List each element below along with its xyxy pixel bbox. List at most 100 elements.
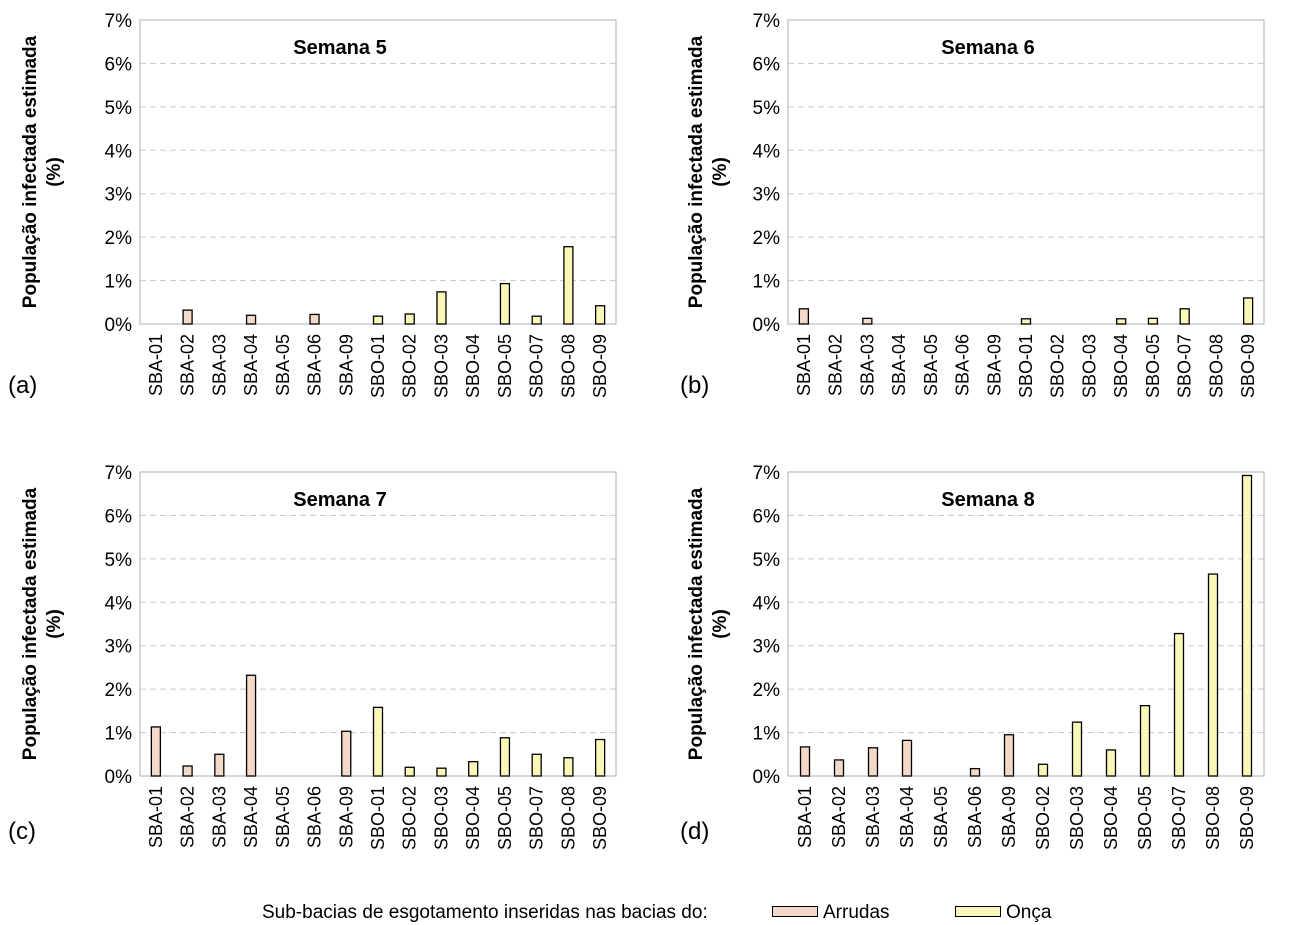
x-tick-label: SBO-01: [368, 786, 388, 850]
bar-sba-01: [799, 746, 811, 777]
bar-sba-04: [245, 314, 257, 325]
x-tick-label: SBO-03: [431, 786, 451, 850]
bar-sbo-05: [1139, 704, 1151, 777]
y-tick-label: 5%: [753, 550, 781, 571]
y-tick-label: 5%: [105, 98, 133, 119]
legend-caption: Sub-bacias de esgotamento inseridas nas …: [262, 902, 708, 923]
bar-sba-06: [969, 767, 981, 777]
bar-sbo-07: [1179, 308, 1190, 325]
x-tick-label: SBA-02: [178, 786, 198, 848]
bar-sbo-09: [1242, 297, 1254, 325]
bar-sbo-05: [499, 737, 511, 777]
bar-sbo-07: [531, 753, 542, 777]
bar-sba-04: [245, 674, 257, 777]
y-tick-label: 4%: [753, 593, 781, 614]
y-tick-label: 2%: [753, 680, 781, 701]
y-tick-label: 1%: [105, 272, 133, 293]
bar-sba-06: [309, 313, 320, 325]
y-tick-label: 1%: [753, 724, 781, 745]
bar-sbo-03: [1071, 721, 1083, 777]
x-tick-label: SBA-02: [178, 334, 198, 396]
x-tick-label: SBA-02: [826, 334, 846, 396]
bar-sbo-03: [436, 291, 447, 325]
y-tick-label: 2%: [753, 228, 781, 249]
x-tick-label: SBO-04: [1101, 786, 1121, 850]
y-tick-label: 6%: [105, 506, 133, 527]
x-tick-label: SBA-09: [999, 786, 1019, 848]
bar-sba-01: [150, 726, 162, 777]
y-tick-label: 0%: [753, 315, 781, 336]
plot-frame: [139, 19, 617, 325]
svg-text:População infectada estimada: População infectada estimada: [20, 35, 41, 308]
bar-sba-01: [798, 308, 810, 325]
x-tick-label: SBO-03: [1067, 786, 1087, 850]
y-tick-label: 0%: [753, 767, 781, 788]
svg-text:População infectada estimada: População infectada estimada: [686, 487, 707, 760]
y-tick-label: 4%: [105, 593, 133, 614]
x-tick-label: SBA-09: [336, 334, 356, 396]
x-tick-label: SBA-06: [305, 334, 325, 396]
x-tick-label: SBA-04: [241, 334, 261, 396]
y-tick-label: 2%: [105, 228, 133, 249]
x-tick-label: SBA-05: [273, 786, 293, 848]
legend-swatch-arrudas: [772, 906, 818, 917]
plot-frame: [787, 471, 1265, 777]
bar-sbo-02: [404, 766, 415, 777]
bar-sbo-02: [1037, 763, 1049, 777]
bar-sba-09: [341, 730, 352, 777]
x-tick-label: SBO-04: [463, 334, 483, 398]
x-tick-label: SBA-01: [795, 786, 815, 848]
bar-sba-02: [182, 309, 193, 325]
bar-sbo-04: [1105, 749, 1117, 777]
y-tick-label: 1%: [753, 272, 781, 293]
x-tick-label: SBA-03: [857, 334, 877, 396]
chart-title: Semana 6: [941, 37, 1034, 59]
x-tick-label: SBA-04: [889, 334, 909, 396]
x-tick-label: SBA-05: [921, 334, 941, 396]
chart-title: Semana 8: [941, 489, 1034, 511]
x-tick-label: SBO-01: [368, 334, 388, 398]
chart-panel-c: 0% 1% 2% 3% 4% 5% 6% 7% SBA-01 SBA-02 SBA-03 SBA-04…: [20, 463, 617, 850]
y-tick-label: 7%: [105, 11, 133, 32]
bar-sbo-08: [563, 757, 574, 777]
bar-sba-09: [1003, 734, 1015, 777]
x-tick-label: SBO-04: [1111, 334, 1131, 398]
x-tick-label: SBO-08: [558, 786, 578, 850]
bar-sbo-09: [594, 305, 606, 325]
chart-title: Semana 7: [293, 489, 386, 511]
x-tick-label: SBO-05: [1143, 334, 1163, 398]
x-tick-label: SBO-02: [400, 334, 420, 398]
y-tick-label: 4%: [105, 141, 133, 162]
x-tick-label: SBA-09: [336, 786, 356, 848]
x-tick-label: SBO-05: [495, 786, 515, 850]
x-tick-label: SBA-04: [897, 786, 917, 848]
x-tick-label: SBO-08: [558, 334, 578, 398]
panel-letter-d: (d): [680, 818, 710, 845]
bar-sbo-07: [1173, 632, 1185, 777]
svg-text:(%): (%): [710, 609, 731, 639]
legend-label-onca: Onça: [1006, 902, 1052, 923]
x-tick-label: SBA-02: [829, 786, 849, 848]
x-tick-label: SBO-08: [1203, 786, 1223, 850]
x-tick-label: SBA-06: [965, 786, 985, 848]
bar-sbo-05: [499, 282, 511, 325]
panel-letter-c: (c): [8, 818, 36, 845]
panel-letter-b: (b): [680, 372, 710, 399]
x-tick-label: SBO-07: [1175, 334, 1195, 398]
chart-title: Semana 5: [293, 37, 386, 59]
bar-sbo-01: [372, 315, 384, 325]
x-tick-label: SBO-09: [1237, 786, 1257, 850]
svg-text:(%): (%): [44, 609, 65, 639]
x-tick-label: SBA-05: [931, 786, 951, 848]
legend: Sub-bacias de esgotamento inseridas nas …: [0, 898, 1297, 924]
y-axis-label: População infectada estimada (%): [20, 35, 65, 308]
y-tick-label: 3%: [753, 637, 781, 658]
bar-sbo-02: [404, 313, 415, 325]
bar-sbo-08: [1207, 573, 1219, 777]
y-tick-label: 3%: [105, 185, 133, 206]
bar-sba-03: [214, 753, 225, 777]
bar-sba-03: [867, 747, 879, 777]
bar-sba-02: [833, 759, 845, 777]
legend-label-arrudas: Arrudas: [823, 902, 890, 923]
